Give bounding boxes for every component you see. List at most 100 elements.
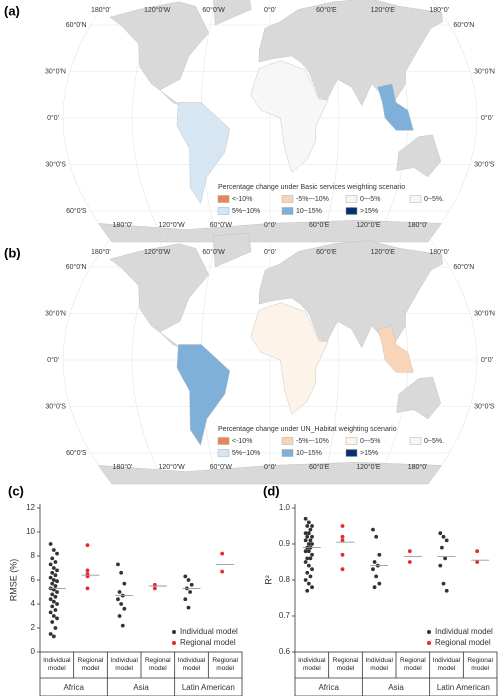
data-point [340,534,345,539]
legend-label: Individual model [435,627,493,636]
data-point [371,567,375,572]
legend-title: Percentage change under Basic services w… [218,184,405,191]
y-tick-label: 8 [31,551,36,560]
data-point [310,552,314,557]
land-na [109,243,209,348]
legend-swatch [281,449,294,457]
legend-label: 5%~10% [232,208,260,215]
data-point [51,599,56,604]
group-label: Latin American [437,683,490,692]
map: (a) 180°0' 180°0' 120°0'W 120°0'W 60°0'W 60°0'… [4,0,495,243]
legend-marker [172,641,176,645]
x-tick-label: Regional model [212,657,238,672]
data-point [407,560,412,564]
lon-label: 180°0' [113,463,133,471]
legend-swatch [345,195,358,203]
legend-label: -5%~-10% [296,438,329,445]
group-label: Africa [318,683,339,692]
lon-label: 60°0'W [202,6,225,14]
data-point [305,524,310,528]
lon-label: 0°0' [264,6,276,14]
y-tick-label: 0 [31,647,36,656]
data-point [51,548,56,552]
lat-label: 30°0'N [45,67,66,75]
legend-label: Regional model [180,638,236,647]
data-point [48,632,53,636]
legend-label: Individual model [180,627,238,636]
data-point [310,534,314,539]
legend-swatch [281,437,294,445]
data-point [119,602,124,606]
data-point [189,582,194,587]
x-tick-label: Regional model [77,657,104,672]
lon-label: 180°0' [113,221,133,229]
data-point [441,534,446,539]
legend-label: <-10% [232,438,252,445]
lon-label: 180°0' [429,6,449,14]
legend-label: 0~5%. [424,196,444,203]
group-label: Latin American [182,683,235,692]
panel-label: (a) [4,3,20,18]
data-point [55,602,59,606]
graticule [62,0,113,243]
data-point [444,538,449,543]
legend-label: 0~5%. [424,438,444,445]
legend-swatch [409,195,422,203]
x-tick-label: Regional model [467,657,493,672]
legend-marker [427,630,431,634]
data-point [308,574,313,579]
x-tick-label: Individual model [365,657,393,672]
data-point [50,570,55,575]
lon-label: 120°0'W [144,6,171,14]
legend-swatch [345,207,358,215]
legend-label: 0~-5% [360,196,380,203]
lat-label: 30°0'S [45,402,66,410]
lat-label: 30°0'N [474,309,495,317]
data-point [303,538,308,543]
legend-swatch [217,195,230,203]
lat-label: 60°0'N [453,263,474,271]
data-point [55,579,59,584]
lon-label: 180°0' [91,248,111,256]
lon-label: 120°0'E [356,221,381,229]
data-point [116,597,120,602]
data-point [303,549,308,554]
data-point [50,592,55,597]
data-point [308,556,313,561]
data-point [340,524,345,528]
data-point [374,574,379,579]
data-point [53,626,58,630]
data-point [377,552,382,557]
data-point [310,542,314,546]
data-point [85,543,90,548]
lat-label: 60°0'N [66,21,87,29]
data-point [183,574,188,579]
lon-label: 120°0'W [158,463,185,471]
data-point [48,562,53,567]
y-tick-label: 0.7 [279,611,291,620]
lat-label: 60°0'S [66,449,87,457]
x-tick-label: Regional model [144,657,171,672]
group-label: Asia [388,683,404,692]
data-point [407,549,412,554]
graticule [427,0,478,243]
data-point [53,594,58,599]
lat-label: 0°0' [481,114,493,122]
y-tick-label: 6 [31,575,36,584]
data-point [305,588,310,593]
data-point [50,604,55,609]
data-point [51,566,56,570]
legend-label: Regional model [435,638,491,647]
lat-label: 30°0'S [474,402,495,410]
data-point [183,597,188,602]
y-tick-label: 4 [31,599,36,608]
data-point [122,606,127,611]
data-point [340,552,345,557]
lat-label: 60°0'N [453,21,474,29]
lon-label: 180°0' [408,221,428,229]
land-an [98,462,442,485]
data-point [85,586,90,591]
legend-marker [172,630,176,634]
lon-label: 180°0' [429,248,449,256]
